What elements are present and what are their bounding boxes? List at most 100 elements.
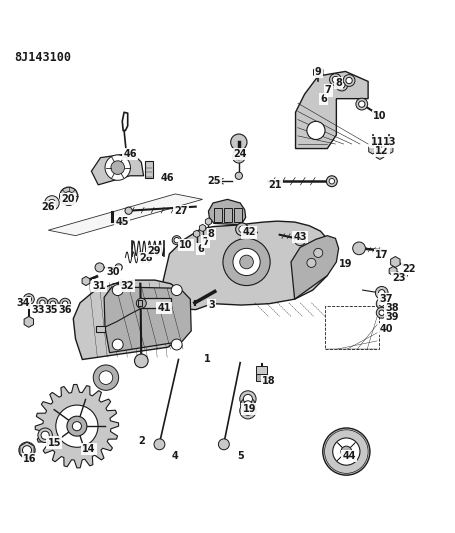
Circle shape xyxy=(323,428,370,475)
Polygon shape xyxy=(391,256,400,268)
Circle shape xyxy=(60,298,71,309)
Circle shape xyxy=(72,422,81,431)
Polygon shape xyxy=(163,221,332,310)
Bar xyxy=(256,374,268,381)
Bar xyxy=(234,207,242,222)
Text: 31: 31 xyxy=(93,280,106,290)
Text: 23: 23 xyxy=(392,273,406,283)
Circle shape xyxy=(329,74,341,85)
Polygon shape xyxy=(193,230,200,238)
Polygon shape xyxy=(35,384,119,468)
Polygon shape xyxy=(291,236,339,299)
Circle shape xyxy=(105,155,131,180)
Circle shape xyxy=(332,76,339,83)
Circle shape xyxy=(336,79,348,91)
Text: 8: 8 xyxy=(208,229,215,239)
Circle shape xyxy=(174,238,179,243)
Text: 10: 10 xyxy=(373,111,387,121)
Polygon shape xyxy=(48,194,202,236)
Text: 44: 44 xyxy=(342,451,356,461)
Text: 25: 25 xyxy=(207,176,221,186)
Bar xyxy=(256,366,268,375)
Polygon shape xyxy=(344,442,355,454)
Text: 24: 24 xyxy=(233,149,247,159)
Circle shape xyxy=(22,446,31,455)
Text: 10: 10 xyxy=(179,240,192,250)
Circle shape xyxy=(125,207,132,214)
Circle shape xyxy=(307,122,325,140)
Circle shape xyxy=(375,286,388,299)
Text: 29: 29 xyxy=(147,246,161,256)
Text: 34: 34 xyxy=(17,298,30,308)
Polygon shape xyxy=(91,153,144,185)
Circle shape xyxy=(111,161,125,174)
Polygon shape xyxy=(385,145,393,154)
Polygon shape xyxy=(199,224,206,231)
Circle shape xyxy=(341,446,352,457)
Circle shape xyxy=(235,172,243,180)
Circle shape xyxy=(379,301,384,306)
Circle shape xyxy=(172,236,181,245)
Text: 19: 19 xyxy=(339,259,352,269)
Circle shape xyxy=(171,339,182,350)
Text: 21: 21 xyxy=(268,180,282,190)
Circle shape xyxy=(326,176,337,187)
Circle shape xyxy=(23,294,34,304)
Text: 2: 2 xyxy=(138,436,145,446)
Circle shape xyxy=(62,301,68,306)
Circle shape xyxy=(329,179,334,184)
Polygon shape xyxy=(344,449,355,461)
Text: 20: 20 xyxy=(61,195,75,204)
Circle shape xyxy=(243,406,253,415)
Circle shape xyxy=(171,285,182,295)
Text: 5: 5 xyxy=(238,451,244,461)
Polygon shape xyxy=(313,67,323,78)
Polygon shape xyxy=(296,71,368,149)
Circle shape xyxy=(37,297,48,308)
Polygon shape xyxy=(208,199,246,225)
Polygon shape xyxy=(389,266,397,276)
Text: 14: 14 xyxy=(82,444,96,454)
Text: 40: 40 xyxy=(379,324,393,334)
Text: 43: 43 xyxy=(293,232,307,242)
Circle shape xyxy=(339,82,345,88)
Circle shape xyxy=(223,238,270,286)
Circle shape xyxy=(243,394,253,403)
Polygon shape xyxy=(20,442,34,458)
Bar xyxy=(224,207,232,222)
Text: 32: 32 xyxy=(120,280,134,290)
Text: 33: 33 xyxy=(31,304,45,314)
Circle shape xyxy=(233,248,260,276)
Text: 30: 30 xyxy=(106,267,120,277)
Polygon shape xyxy=(376,150,384,159)
Circle shape xyxy=(333,438,360,465)
Bar xyxy=(325,306,379,349)
Circle shape xyxy=(38,428,52,442)
Text: 37: 37 xyxy=(379,294,393,304)
Bar xyxy=(145,161,153,178)
Circle shape xyxy=(343,75,355,86)
Text: 38: 38 xyxy=(385,303,399,313)
Text: 26: 26 xyxy=(41,201,55,212)
Text: 27: 27 xyxy=(174,206,188,216)
Text: 36: 36 xyxy=(58,304,72,314)
Circle shape xyxy=(376,298,387,309)
Circle shape xyxy=(359,101,365,107)
Text: 15: 15 xyxy=(47,438,61,448)
Circle shape xyxy=(313,248,323,257)
Text: 7: 7 xyxy=(202,237,209,247)
Circle shape xyxy=(112,285,123,295)
Circle shape xyxy=(236,154,242,160)
Text: 11: 11 xyxy=(370,137,384,147)
Text: 28: 28 xyxy=(139,253,153,263)
Circle shape xyxy=(346,77,352,84)
Circle shape xyxy=(240,255,253,269)
Text: 17: 17 xyxy=(375,250,389,260)
Text: 45: 45 xyxy=(116,217,129,227)
Circle shape xyxy=(231,134,247,150)
Bar xyxy=(138,300,142,306)
Text: 46: 46 xyxy=(161,173,174,183)
Bar xyxy=(214,207,222,222)
Circle shape xyxy=(112,339,123,350)
Text: 3: 3 xyxy=(208,300,215,310)
